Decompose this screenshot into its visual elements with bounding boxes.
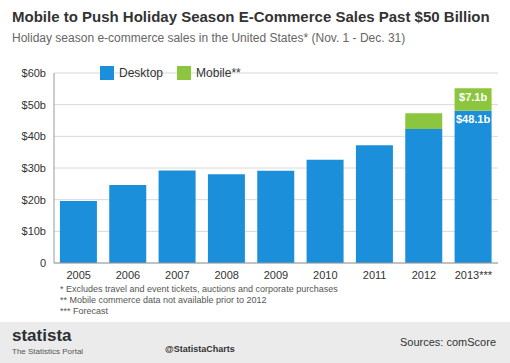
svg-text:2011: 2011: [363, 269, 387, 281]
svg-text:2013***: 2013***: [455, 269, 493, 281]
svg-text:2010: 2010: [313, 269, 337, 281]
html-text:Mobile**: Mobile**: [196, 66, 241, 80]
svg-text:2012: 2012: [412, 269, 436, 281]
svg-text:$50b: $50b: [22, 99, 46, 111]
svg-text:$10b: $10b: [22, 225, 46, 237]
svg-text:$48.1b: $48.1b: [456, 113, 491, 125]
html-text:** Mobile commerce data not av: ** Mobile commerce data not available pr…: [60, 295, 267, 305]
html-text:The Statistics Portal: The Statistics Portal: [12, 347, 84, 356]
html-text:* Excludes travel and event ti: * Excludes travel and event tickets, auc…: [60, 284, 338, 294]
svg-text:2005: 2005: [66, 269, 90, 281]
svg-text:2006: 2006: [116, 269, 140, 281]
html-text:Desktop: Desktop: [119, 66, 163, 80]
svg-text:2008: 2008: [214, 269, 238, 281]
svg-text:$7.1b: $7.1b: [459, 91, 487, 103]
svg-text:$60b: $60b: [22, 67, 46, 79]
html-text:Sources: comScore: Sources: comScore: [400, 336, 496, 348]
svg-text:2007: 2007: [165, 269, 189, 281]
html-text:Mobile to Push Holiday Season: Mobile to Push Holiday Season E-Commerce…: [12, 8, 490, 25]
svg-text:$30b: $30b: [22, 162, 46, 174]
html-text:@StatistaCharts: @StatistaCharts: [165, 344, 235, 354]
html-text:*** Forecast: *** Forecast: [60, 306, 108, 316]
html-text:Holiday season e-commerce sale: Holiday season e-commerce sales in the U…: [12, 31, 406, 45]
svg-text:$20b: $20b: [22, 194, 46, 206]
svg-text:2009: 2009: [264, 269, 288, 281]
svg-text:$40b: $40b: [22, 130, 46, 142]
html-text:statista: statista: [12, 326, 72, 345]
svg-text:0: 0: [40, 257, 46, 269]
